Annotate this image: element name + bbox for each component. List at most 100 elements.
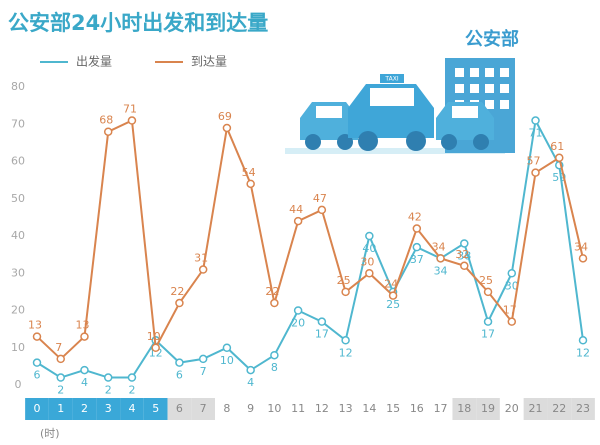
value-label: 34 bbox=[432, 240, 446, 253]
point bbox=[222, 123, 232, 133]
x-tick-label: 15 bbox=[386, 402, 400, 415]
point bbox=[56, 354, 65, 364]
x-tick-label: 11 bbox=[291, 402, 305, 415]
x-band bbox=[286, 398, 310, 420]
value-label: 54 bbox=[242, 166, 256, 179]
y-tick-label: 0 bbox=[15, 378, 22, 391]
point bbox=[198, 354, 208, 364]
x-band bbox=[428, 398, 453, 420]
point bbox=[127, 373, 137, 382]
value-label: 13 bbox=[28, 319, 42, 332]
point bbox=[460, 239, 469, 248]
x-tick-label: 5 bbox=[152, 402, 159, 415]
x-tick-label: 12 bbox=[315, 402, 329, 415]
chart-title: 公安部24小时出发和到达量 bbox=[8, 11, 268, 35]
x-band bbox=[357, 398, 382, 420]
point bbox=[341, 336, 350, 345]
x-tick-label: 7 bbox=[200, 402, 207, 415]
value-label: 57 bbox=[527, 155, 541, 168]
point bbox=[270, 298, 279, 308]
point bbox=[460, 261, 469, 271]
value-label: 2 bbox=[57, 384, 64, 397]
y-tick-label: 70 bbox=[11, 117, 25, 130]
value-label: 69 bbox=[218, 110, 232, 123]
point bbox=[80, 332, 89, 341]
value-label: 12 bbox=[576, 346, 590, 359]
value-label: 37 bbox=[410, 253, 424, 266]
value-label: 7 bbox=[200, 365, 207, 378]
point bbox=[578, 254, 588, 263]
point bbox=[578, 336, 588, 345]
x-tick-label: 9 bbox=[247, 402, 254, 415]
point bbox=[483, 287, 493, 297]
value-label: 17 bbox=[315, 328, 329, 341]
x-tick-label: 14 bbox=[362, 402, 376, 415]
point bbox=[293, 216, 303, 226]
value-label: 71 bbox=[123, 103, 137, 116]
value-label: 22 bbox=[265, 285, 279, 298]
x-band bbox=[215, 398, 239, 420]
value-label: 4 bbox=[81, 376, 88, 389]
y-tick-label: 20 bbox=[11, 304, 25, 317]
value-label: 6 bbox=[34, 369, 41, 382]
x-tick-label: 6 bbox=[176, 402, 183, 415]
x-band bbox=[381, 398, 405, 420]
point bbox=[531, 116, 540, 125]
point bbox=[388, 291, 398, 300]
point bbox=[222, 343, 232, 352]
point bbox=[507, 269, 517, 278]
x-band bbox=[452, 398, 477, 420]
x-tick-label: 4 bbox=[128, 402, 135, 415]
value-label: 34 bbox=[434, 264, 448, 277]
value-label: 34 bbox=[574, 240, 588, 253]
x-band bbox=[310, 398, 334, 420]
point bbox=[103, 373, 113, 382]
point bbox=[293, 306, 303, 315]
taxi-sign: TAXI bbox=[384, 76, 398, 83]
x-band bbox=[523, 398, 548, 420]
point bbox=[151, 343, 160, 352]
series-line bbox=[36, 119, 584, 361]
x-band bbox=[143, 398, 168, 420]
value-label: 30 bbox=[360, 255, 374, 268]
point bbox=[175, 298, 184, 308]
point bbox=[412, 242, 422, 252]
x-band bbox=[404, 398, 429, 420]
point bbox=[365, 231, 374, 241]
point bbox=[175, 358, 184, 367]
value-label: 31 bbox=[194, 252, 208, 265]
value-label: 38 bbox=[457, 249, 471, 262]
x-band bbox=[96, 398, 121, 420]
value-label: 25 bbox=[479, 274, 493, 287]
x-tick-label: 23 bbox=[576, 402, 590, 415]
y-tick-label: 40 bbox=[11, 229, 25, 242]
point bbox=[341, 287, 350, 297]
value-label: 17 bbox=[481, 328, 495, 341]
point bbox=[246, 365, 255, 375]
y-tick-label: 30 bbox=[11, 266, 25, 279]
x-axis-label: (时) bbox=[40, 427, 60, 440]
value-label: 47 bbox=[313, 192, 327, 205]
x-tick-label: 0 bbox=[34, 402, 41, 415]
x-tick-label: 22 bbox=[552, 402, 566, 415]
y-tick-label: 10 bbox=[11, 341, 25, 354]
x-band bbox=[238, 398, 263, 420]
point bbox=[412, 224, 422, 233]
value-label: 24 bbox=[384, 278, 398, 291]
y-tick-label: 50 bbox=[11, 192, 25, 205]
point bbox=[246, 179, 255, 189]
point bbox=[198, 265, 208, 274]
point bbox=[103, 127, 113, 136]
x-band bbox=[571, 398, 595, 420]
value-label: 10 bbox=[220, 354, 234, 367]
legend-label: 出发量 bbox=[76, 54, 112, 69]
x-tick-label: 10 bbox=[267, 402, 281, 415]
value-label: 42 bbox=[408, 211, 422, 224]
point bbox=[531, 168, 540, 177]
point bbox=[56, 373, 65, 382]
x-band bbox=[499, 398, 524, 420]
x-band bbox=[262, 398, 287, 420]
point bbox=[436, 254, 445, 263]
